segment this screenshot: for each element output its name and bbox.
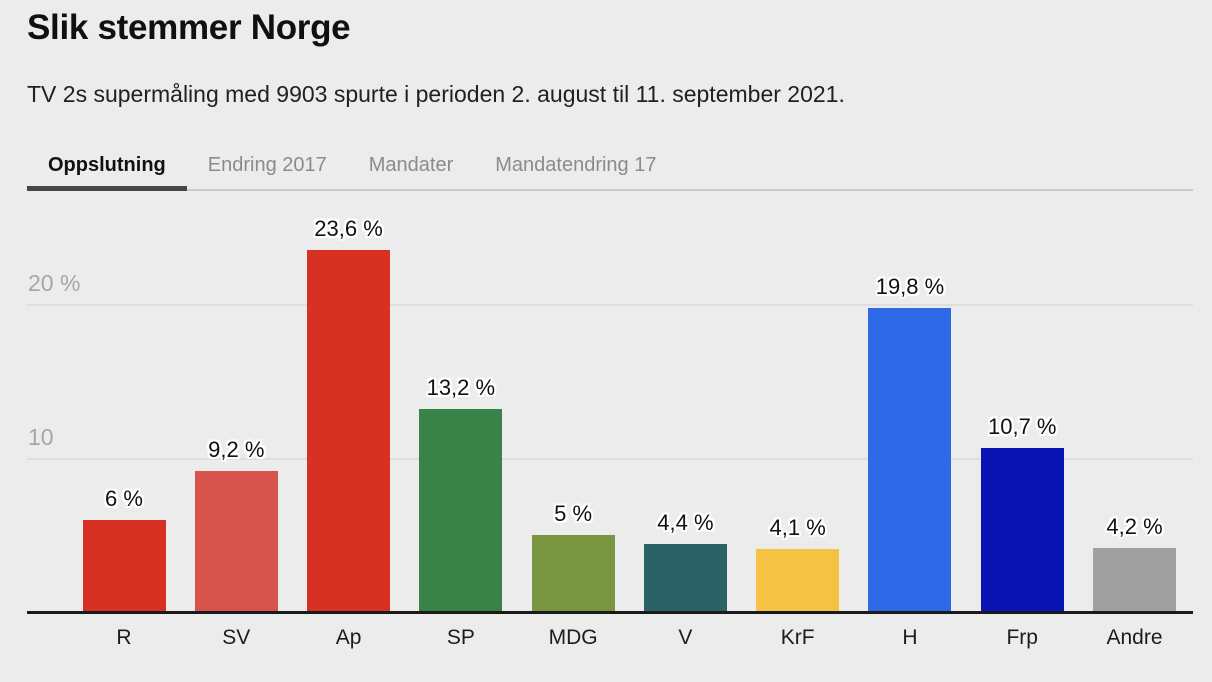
bar-h — [868, 308, 952, 612]
bar-value-label-krf: 4,1 % — [769, 515, 826, 540]
x-axis-label-r: R — [116, 626, 132, 649]
bar-krf — [756, 549, 840, 612]
x-axis-label-andre: Andre — [1106, 626, 1163, 649]
bar-value-label-andre: 4,2 % — [1106, 514, 1163, 539]
y-axis-tick-label-10: 10 — [28, 423, 54, 450]
bar-value-label-sp: 13,2 % — [426, 375, 496, 400]
bar-ap — [307, 250, 391, 612]
x-axis-label-krf: KrF — [780, 626, 815, 649]
bar-value-label-h: 19,8 % — [875, 274, 945, 299]
gridline-10 — [27, 457, 1193, 460]
bar-value-label-mdg: 5 % — [554, 501, 593, 526]
x-axis-label-v: V — [678, 626, 693, 649]
bar-value-label-ap: 23,6 % — [314, 216, 383, 241]
bar-r — [82, 520, 166, 612]
bar-value-label-sv: 9,2 % — [208, 437, 265, 462]
page-title: Slik stemmer Norge — [27, 8, 351, 47]
x-axis-label-frp: Frp — [1006, 626, 1038, 649]
y-axis-tick-label-20: 20 % — [28, 270, 81, 296]
page-subtitle: TV 2s supermåling med 9903 spurte i peri… — [27, 81, 845, 107]
bar-frp — [980, 448, 1064, 612]
bar-value-label-r: 6 % — [105, 486, 143, 511]
bar-v — [643, 544, 727, 612]
x-axis-label-ap: Ap — [335, 626, 362, 649]
x-axis-label-sv: SV — [222, 626, 251, 649]
bar-value-label-v: 4,4 % — [657, 510, 714, 535]
bar-sp — [419, 409, 503, 612]
tab-mandater[interactable]: Mandater — [368, 153, 454, 176]
gridline-20 — [27, 304, 1193, 306]
tab-bar: Oppslutning Endring 2017 Mandater Mandatend… — [27, 141, 1193, 191]
x-axis-label-mdg: MDG — [548, 626, 598, 649]
tab-endring-2017[interactable]: Endring 2017 — [207, 153, 327, 176]
x-axis-label-sp: SP — [446, 626, 475, 649]
x-axis-label-h: H — [902, 626, 918, 649]
x-axis-line — [27, 610, 1193, 614]
bar-andre — [1093, 548, 1177, 612]
tab-oppslutning[interactable]: Oppslutning — [27, 141, 187, 191]
bar-sv — [194, 471, 278, 612]
bar-value-label-frp: 10,7 % — [987, 414, 1057, 439]
tab-mandatendring-17[interactable]: Mandatendring 17 — [495, 153, 657, 176]
bar-chart: 10 20 % 6 % R 9,2 % SV 23,6 % Ap 13,2 % SP 5 % MDG 4… — [27, 200, 1193, 682]
bar-mdg — [531, 535, 615, 612]
